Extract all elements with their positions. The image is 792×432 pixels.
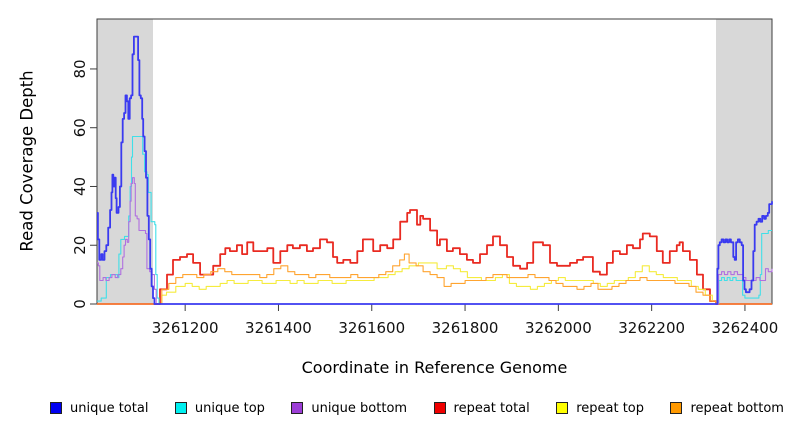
legend-label: unique top	[194, 400, 265, 416]
x-tick-label: 3262200	[618, 319, 685, 337]
series-unique-top	[97, 135, 772, 305]
x-tick-label: 3261400	[245, 319, 312, 337]
legend-label: repeat top	[576, 400, 644, 416]
y-axis-label: Read Coverage Depth	[17, 70, 37, 252]
masked-region	[716, 19, 772, 304]
x-tick-label: 3261200	[152, 319, 219, 337]
y-tick-label: 80	[71, 59, 89, 78]
legend-swatch-icon	[556, 402, 569, 414]
series-repeat-bottom	[97, 253, 772, 305]
legend-swatch-icon	[433, 402, 446, 414]
legend: unique total unique top unique bottom repea…	[50, 397, 784, 419]
legend-label: unique total	[70, 400, 149, 416]
series-unique-bottom	[97, 177, 773, 305]
x-tick-label: 3262000	[525, 319, 592, 337]
series-unique-total	[97, 35, 773, 305]
x-tick-label: 3261800	[432, 319, 499, 337]
y-tick-label: 60	[71, 118, 89, 137]
y-tick-label: 0	[71, 299, 89, 309]
legend-item-repeat-total: repeat total	[433, 400, 530, 416]
legend-label: repeat total	[453, 400, 530, 416]
x-tick-label: 3262400	[712, 319, 779, 337]
legend-item-unique-total: unique total	[50, 401, 148, 416]
legend-swatch-icon	[291, 402, 304, 414]
legend-swatch-icon	[50, 402, 62, 414]
legend-item-repeat-top: repeat top	[556, 401, 644, 416]
legend-label: unique bottom	[311, 400, 408, 416]
y-tick-label: 40	[71, 177, 89, 196]
legend-item-unique-top: unique top	[174, 400, 265, 416]
x-tick-label: 3261600	[338, 319, 405, 337]
y-tick-label: 20	[71, 236, 89, 255]
masked-region	[97, 19, 153, 304]
series-repeat-total	[97, 209, 772, 305]
plot-box	[96, 18, 773, 305]
legend-item-unique-bottom: unique bottom	[291, 401, 407, 416]
series-repeat-top	[97, 262, 772, 305]
legend-swatch-icon	[174, 402, 187, 414]
legend-label: repeat bottom	[690, 400, 784, 416]
x-axis-label: Coordinate in Reference Genome	[301, 358, 568, 377]
legend-swatch-icon	[670, 402, 683, 414]
legend-item-repeat-bottom: repeat bottom	[670, 401, 784, 416]
